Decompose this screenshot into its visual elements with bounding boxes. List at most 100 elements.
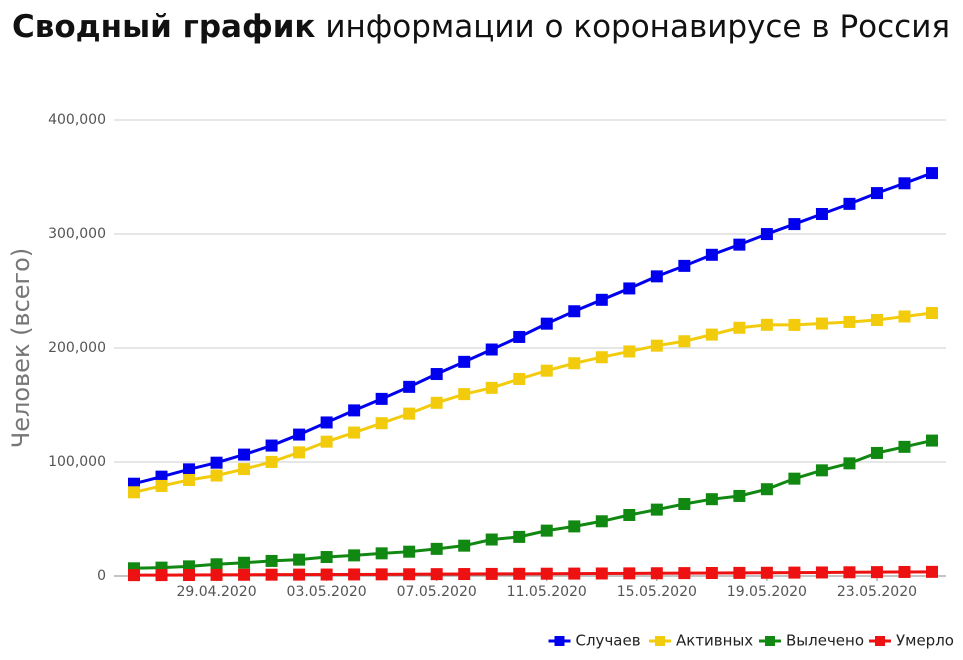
x-tick-label: 19.05.2020 (727, 584, 807, 600)
point (623, 282, 636, 295)
y-tick-label: 0 (97, 568, 106, 584)
point (595, 515, 608, 528)
series-line (133, 171, 933, 486)
point (320, 435, 333, 448)
point (155, 569, 168, 582)
point (788, 318, 801, 331)
point (595, 351, 608, 364)
point (623, 508, 636, 521)
point (650, 339, 663, 352)
point (568, 520, 581, 533)
point (678, 567, 691, 580)
point (458, 388, 471, 401)
y-tick-label: 300,000 (48, 226, 106, 242)
series-line (133, 439, 933, 570)
legend-label: Активных (676, 632, 753, 650)
point (403, 407, 416, 420)
point (375, 568, 388, 581)
x-tick-label: 03.05.2020 (287, 584, 367, 600)
point (430, 568, 443, 581)
point (898, 440, 911, 453)
y-tick-label: 100,000 (48, 454, 106, 470)
point (540, 317, 553, 330)
point (513, 530, 526, 543)
point (265, 439, 278, 452)
series-line (133, 570, 933, 577)
point (348, 404, 361, 417)
point (540, 364, 553, 377)
point (128, 486, 140, 499)
point (678, 497, 691, 510)
point (348, 549, 361, 562)
point (293, 428, 306, 441)
point (513, 330, 526, 343)
point (926, 434, 938, 447)
point (403, 545, 416, 558)
point (375, 392, 388, 405)
point (430, 368, 443, 381)
point (760, 228, 773, 241)
legend-label: Случаев (576, 632, 641, 650)
point (485, 381, 498, 394)
point (650, 503, 663, 516)
point (898, 177, 911, 190)
point (870, 187, 883, 200)
point (293, 553, 306, 566)
point (513, 372, 526, 385)
point (760, 483, 773, 496)
point (183, 569, 196, 582)
point (760, 566, 773, 579)
point (485, 343, 498, 356)
point (733, 321, 746, 334)
point (210, 558, 223, 571)
point (155, 479, 168, 492)
point (595, 293, 608, 306)
point (128, 569, 140, 582)
point (705, 248, 718, 261)
point (870, 446, 883, 459)
point (513, 567, 526, 580)
point (843, 457, 856, 470)
point (238, 448, 251, 461)
point (926, 167, 938, 180)
series-line (133, 311, 933, 494)
point (678, 259, 691, 272)
point (458, 568, 471, 581)
point (568, 305, 581, 318)
point (760, 318, 773, 331)
point (375, 417, 388, 430)
point (183, 473, 196, 486)
point (485, 567, 498, 580)
point (733, 566, 746, 579)
point (843, 566, 856, 579)
title-bold: Сводный график (12, 9, 316, 45)
point (788, 218, 801, 231)
legend-marker (765, 636, 775, 646)
point (788, 566, 801, 579)
point (595, 567, 608, 580)
point (348, 426, 361, 439)
point (155, 470, 168, 483)
point (815, 566, 828, 579)
point (458, 355, 471, 368)
point (540, 524, 553, 537)
point (623, 567, 636, 580)
y-axis-label: Человек (всего) (7, 248, 35, 448)
point (815, 207, 828, 220)
chart-title: Сводный график информации о коронавирусе… (12, 9, 950, 45)
point (238, 556, 251, 569)
x-tick-label: 29.04.2020 (176, 584, 256, 600)
legend-marker (554, 636, 565, 646)
point (870, 314, 883, 327)
point (733, 238, 746, 251)
x-tick-label: 11.05.2020 (507, 584, 587, 600)
point (265, 455, 278, 468)
point (375, 547, 388, 560)
point (926, 307, 938, 320)
point (238, 568, 251, 581)
y-tick-label: 400,000 (48, 112, 106, 128)
point (238, 463, 251, 476)
point (623, 345, 636, 358)
point (210, 568, 223, 581)
